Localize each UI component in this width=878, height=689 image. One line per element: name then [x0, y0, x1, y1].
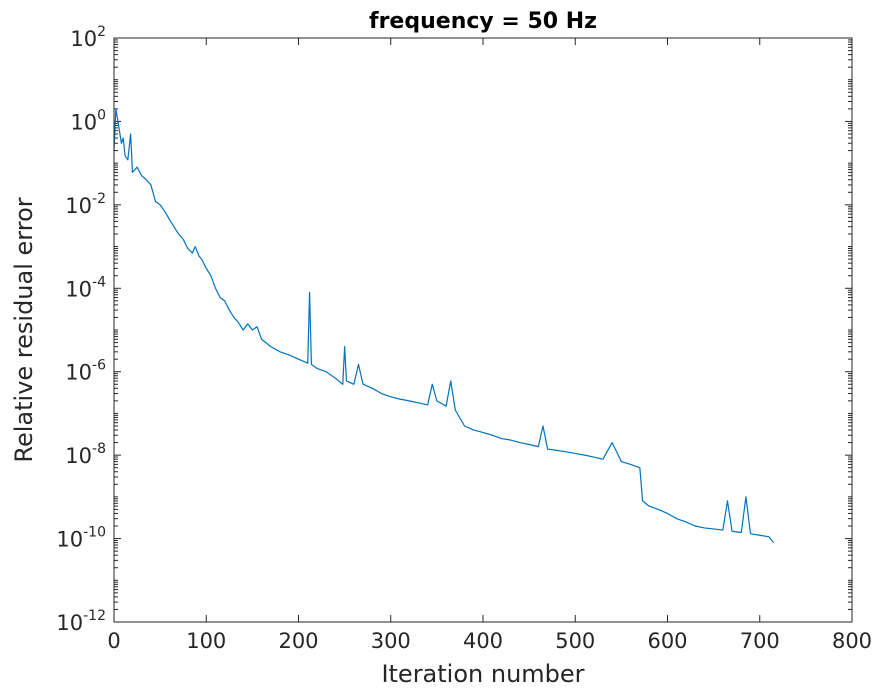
x-tick-label: 500 [555, 629, 595, 653]
y-tick-label: 10-2 [65, 191, 106, 218]
y-tick-label-base: 10 [70, 110, 97, 134]
x-tick-label: 400 [463, 629, 503, 653]
y-tick-label: 10-12 [56, 608, 106, 635]
tick-marks [113, 37, 853, 623]
y-tick-label-base: 10 [56, 528, 83, 552]
y-axis-title: Relative residual error [10, 197, 38, 462]
y-tick-label-base: 10 [65, 444, 92, 468]
y-tick-label-base: 10 [65, 361, 92, 385]
x-tick-label: 800 [832, 629, 872, 653]
y-tick-label: 10-6 [65, 358, 106, 385]
plot-background [114, 38, 852, 622]
y-tick-label-exponent: -8 [92, 441, 106, 457]
x-tick-labels: 0 100 200 300 400 500 600 700 800 [107, 629, 872, 653]
y-tick-label-exponent: -2 [92, 191, 106, 207]
y-tick-label-exponent: -12 [83, 608, 106, 624]
y-tick-label: 102 [70, 24, 106, 51]
y-tick-label-exponent: -4 [92, 274, 106, 290]
plot-frame [113, 37, 853, 623]
x-tick-label: 200 [278, 629, 318, 653]
x-tick-label: 600 [647, 629, 687, 653]
y-tick-label-base: 10 [70, 27, 97, 51]
y-tick-label-base: 10 [65, 277, 92, 301]
y-tick-label: 10-8 [65, 441, 106, 468]
x-axis-title: Iteration number [381, 660, 584, 688]
y-tick-label-base: 10 [56, 611, 83, 635]
y-tick-label-exponent: -10 [83, 525, 106, 541]
series-line [113, 108, 775, 543]
y-tick-label-exponent: 0 [97, 107, 106, 123]
x-tick-label: 100 [186, 629, 226, 653]
y-tick-label: 100 [70, 107, 106, 134]
y-tick-label-exponent: -6 [92, 358, 106, 374]
y-tick-label-exponent: 2 [97, 24, 106, 40]
chart-title: frequency = 50 Hz [369, 9, 597, 34]
y-tick-label: 10-4 [65, 274, 106, 301]
x-tick-label: 0 [107, 629, 120, 653]
y-tick-label: 10-10 [56, 525, 106, 552]
x-tick-label: 700 [740, 629, 780, 653]
x-tick-label: 300 [371, 629, 411, 653]
y-tick-label-base: 10 [65, 194, 92, 218]
